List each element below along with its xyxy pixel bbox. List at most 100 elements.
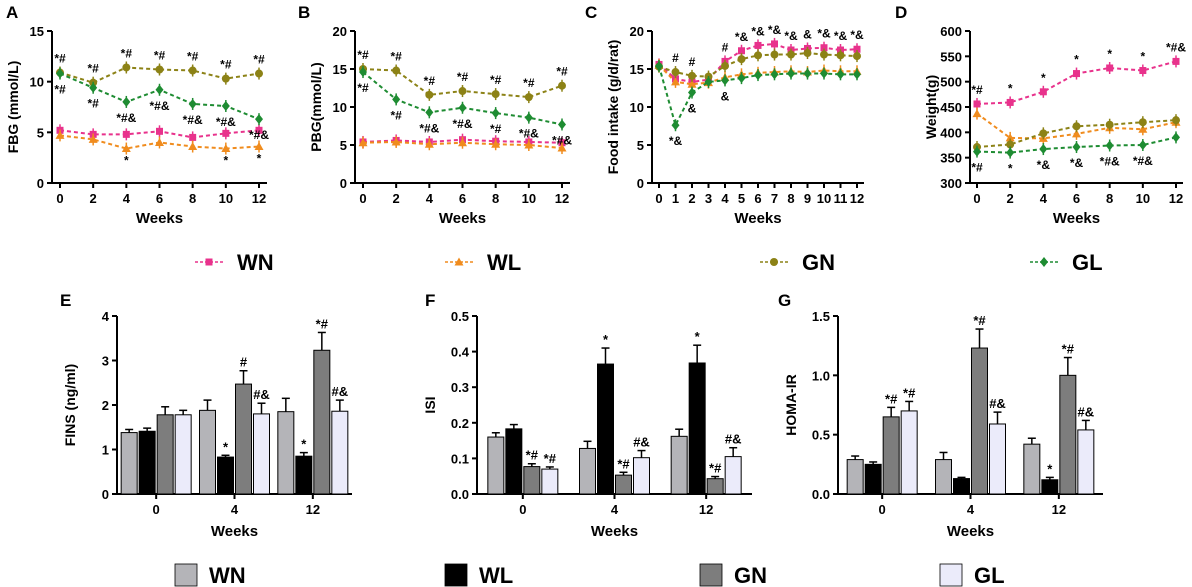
bar-wl — [505, 428, 523, 495]
data-point — [687, 79, 697, 88]
x-tick-label: 0 — [359, 191, 366, 206]
data-point — [704, 76, 713, 87]
significance-label: *& — [768, 23, 782, 37]
legend-marker — [770, 258, 778, 266]
legend-label: GL — [1072, 250, 1103, 275]
y-axis-title: Weight(g) — [923, 75, 939, 139]
significance-label: *# — [971, 83, 983, 97]
bar-wn — [487, 436, 505, 495]
x-tick-label: 10 — [522, 191, 536, 206]
significance-label: * — [695, 329, 701, 344]
y-axis-title: Food intake (g/d/rat) — [605, 40, 621, 175]
significance-label: * — [1008, 162, 1013, 176]
data-point — [122, 63, 131, 72]
panel-letter: G — [778, 291, 791, 310]
x-tick-label: 9 — [804, 191, 811, 206]
significance-label: *# — [316, 316, 329, 331]
significance-label: *#& — [1100, 155, 1120, 169]
y-tick-label: 0.0 — [451, 487, 469, 502]
series-gn — [655, 47, 861, 83]
data-point — [738, 47, 745, 55]
series-gl — [359, 66, 566, 131]
significance-label: *#& — [419, 121, 439, 135]
data-point — [721, 61, 729, 70]
significance-label: *# — [490, 122, 502, 136]
x-tick-label: 0 — [879, 502, 886, 517]
significance-label: *# — [457, 70, 469, 84]
significance-label: *# — [973, 313, 986, 328]
data-point — [121, 144, 131, 153]
x-axis-title: Weeks — [734, 210, 781, 227]
bar-gl — [724, 456, 742, 495]
data-point — [222, 129, 230, 137]
legend-swatch — [699, 563, 723, 587]
significance-label: *# — [390, 50, 402, 64]
data-point — [655, 60, 663, 71]
bar-gn — [156, 414, 174, 495]
significance-label: *#& — [183, 113, 203, 127]
y-tick-label: 5 — [637, 138, 644, 153]
data-point — [1138, 124, 1148, 133]
significance-label: #& — [1078, 404, 1095, 419]
data-point — [1039, 129, 1048, 138]
data-point — [189, 133, 197, 141]
significance-label: *& — [735, 30, 749, 44]
data-point — [358, 138, 368, 147]
x-axis-title: Weeks — [1053, 210, 1100, 227]
bar-gl — [541, 468, 559, 495]
x-tick-label: 12 — [1052, 502, 1066, 517]
y-axis-title: FBG (mmol/L) — [5, 61, 21, 154]
data-point — [557, 143, 567, 152]
legend-item-line-wn: WN — [195, 250, 274, 275]
y-tick-label: 0.0 — [812, 487, 830, 502]
data-point — [188, 98, 197, 109]
y-tick-label: 3 — [102, 354, 109, 369]
panel-a: A 0 5 10 15 0 2 4 6 8 10 12 Weeks FBG (mmol/L) *# *# *# *… — [5, 3, 269, 227]
significance-label: * — [1041, 71, 1046, 85]
data-point — [524, 93, 533, 102]
data-point — [1138, 118, 1147, 127]
data-point — [1039, 144, 1048, 155]
significance-label: *& — [751, 24, 765, 38]
significance-label: *#& — [149, 99, 169, 113]
data-point — [55, 130, 65, 139]
data-point — [836, 51, 845, 60]
y-tick-label: 5 — [340, 138, 347, 153]
data-point — [524, 140, 534, 149]
data-point — [688, 87, 696, 98]
significance-label: *# — [357, 48, 369, 62]
x-tick-label: 4 — [231, 502, 239, 517]
significance-label: *# — [154, 49, 166, 63]
significance-label: # — [240, 355, 248, 370]
data-point — [1138, 140, 1147, 150]
significance-label: *# — [121, 46, 133, 60]
significance-label: *#& — [216, 115, 236, 129]
bar-wn — [670, 435, 688, 495]
x-tick-label: 6 — [1073, 191, 1080, 206]
x-tick-label: 5 — [738, 191, 745, 206]
significance-label: *# — [54, 52, 66, 66]
legend-label: WN — [237, 250, 274, 275]
bar-wn — [199, 409, 216, 495]
x-tick-label: 0 — [56, 191, 63, 206]
data-point — [155, 137, 164, 146]
x-axis-title: Weeks — [591, 523, 638, 540]
series-gl — [655, 59, 861, 132]
data-point — [853, 69, 861, 80]
x-tick-label: 6 — [459, 191, 466, 206]
x-tick-label: 4 — [967, 502, 975, 517]
data-point — [803, 49, 812, 58]
x-tick-label: 8 — [1106, 191, 1113, 206]
legend-item-bar-wn: WN — [174, 563, 246, 587]
y-tick-label: 20 — [630, 24, 644, 39]
significance-label: *& — [1070, 156, 1084, 170]
data-point — [491, 90, 500, 99]
x-tick-label: 3 — [705, 191, 712, 206]
significance-label: *# — [617, 456, 630, 471]
data-point — [836, 69, 845, 80]
x-tick-label: 8 — [189, 191, 196, 206]
data-point — [737, 73, 746, 84]
y-tick-label: 4 — [102, 309, 110, 324]
data-point — [88, 134, 98, 143]
y-tick-label: 1.0 — [812, 368, 830, 383]
